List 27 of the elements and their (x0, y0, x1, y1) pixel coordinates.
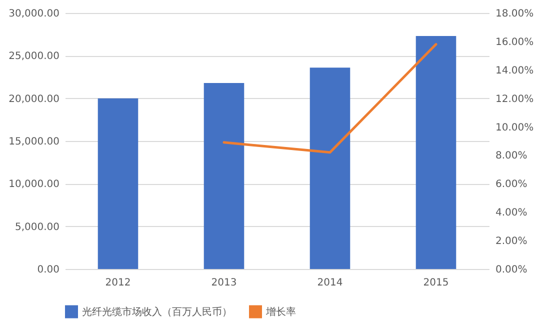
y2-tick-label: 4.00% (496, 208, 528, 219)
y-tick-label: 5,000.00 (14, 222, 60, 233)
y-tick-label: 30,000.00 (8, 8, 60, 20)
y2-tick-label: 6.00% (496, 179, 528, 190)
x-tick-label: 2015 (423, 278, 449, 288)
y2-tick-label: 0.00% (496, 264, 528, 276)
y-tick-label: 15,000.00 (8, 136, 60, 148)
y-tick-label: 10,000.00 (8, 179, 60, 190)
y-tick-label: 25,000.00 (8, 51, 60, 62)
y2-tick-label: 2.00% (496, 236, 528, 248)
bar (98, 98, 138, 269)
y2-tick-label: 14.00% (496, 65, 534, 76)
y2-tick-label: 10.00% (496, 122, 534, 134)
x-tick-label: 2012 (105, 278, 131, 288)
y-tick-label: 0.00 (37, 264, 60, 276)
y2-tick-label: 8.00% (496, 150, 528, 162)
legend-label: 光纤光缆市场收入（百万人民币） (82, 306, 232, 318)
x-tick-label: 2013 (211, 278, 237, 288)
y2-tick-label: 16.00% (496, 36, 534, 48)
bar (310, 68, 350, 269)
y2-tick-label: 12.00% (496, 94, 534, 105)
legend-label: 增长率 (265, 306, 296, 318)
y-tick-label: 20,000.00 (8, 94, 60, 105)
bar (204, 82, 244, 269)
bar (416, 36, 456, 269)
x-tick-label: 2014 (317, 278, 343, 288)
y2-tick-label: 18.00% (496, 8, 534, 20)
